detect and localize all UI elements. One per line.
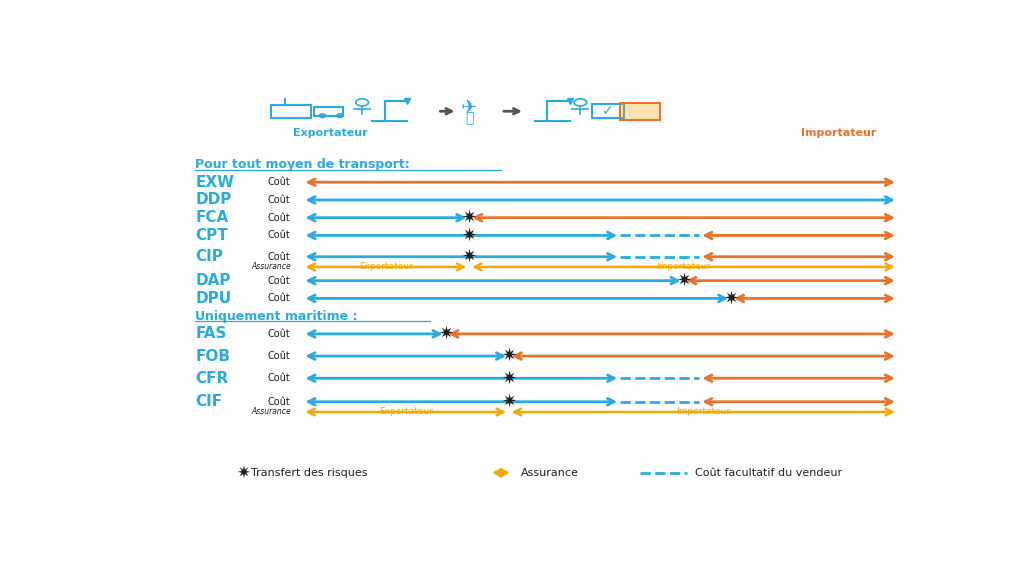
Text: 🚢: 🚢 (465, 111, 473, 125)
Text: ✷: ✷ (502, 347, 516, 365)
Text: Coût: Coût (268, 329, 291, 339)
Text: Coût: Coût (268, 252, 291, 262)
Text: ✷: ✷ (502, 369, 516, 387)
Text: Assurance: Assurance (521, 468, 579, 478)
Text: FOB: FOB (196, 348, 230, 363)
Text: EXW: EXW (196, 175, 234, 190)
Text: Assurance: Assurance (251, 407, 291, 416)
Text: Transfert des risques: Transfert des risques (251, 468, 368, 478)
Text: Coût: Coût (268, 177, 291, 187)
Text: ✷: ✷ (462, 209, 477, 227)
Text: FCA: FCA (196, 210, 228, 225)
Text: Importateur: Importateur (676, 407, 730, 416)
Text: Coût: Coût (268, 276, 291, 286)
Text: ✷: ✷ (676, 272, 691, 290)
Text: ✷: ✷ (502, 393, 516, 411)
Text: ✷: ✷ (724, 289, 738, 308)
Text: DDP: DDP (196, 192, 231, 207)
Text: Importateur: Importateur (656, 263, 711, 271)
Text: CPT: CPT (196, 228, 228, 243)
Text: ✷: ✷ (237, 464, 250, 482)
Text: Uniquement maritime :: Uniquement maritime : (196, 310, 358, 323)
Text: Assurance: Assurance (251, 263, 291, 271)
Text: CIP: CIP (196, 249, 223, 264)
Text: Coût: Coût (268, 230, 291, 240)
Text: DPU: DPU (196, 291, 231, 306)
Text: CIF: CIF (196, 394, 222, 410)
Text: FAS: FAS (196, 327, 227, 342)
Text: ✷: ✷ (462, 226, 477, 244)
Text: ✷: ✷ (438, 325, 453, 343)
Text: ✷: ✷ (462, 248, 477, 266)
Text: ✈: ✈ (461, 97, 477, 116)
Text: Coût: Coût (268, 195, 291, 205)
Text: Coût facultatif du vendeur: Coût facultatif du vendeur (695, 468, 843, 478)
Text: Exportateur: Exportateur (359, 263, 413, 271)
Text: Importateur: Importateur (801, 128, 876, 138)
Text: ✓: ✓ (602, 104, 614, 118)
Text: Exportateur: Exportateur (379, 407, 433, 416)
Text: Exportateur: Exportateur (293, 128, 368, 138)
Text: Pour tout moyen de transport:: Pour tout moyen de transport: (196, 158, 411, 171)
Text: Coût: Coût (268, 351, 291, 361)
Text: Coût: Coût (268, 373, 291, 383)
Text: Coût: Coût (268, 213, 291, 223)
Text: DAP: DAP (196, 273, 231, 288)
Text: Coût: Coût (268, 397, 291, 407)
FancyBboxPatch shape (620, 104, 659, 120)
Text: CFR: CFR (196, 371, 228, 386)
Text: Coût: Coût (268, 293, 291, 304)
